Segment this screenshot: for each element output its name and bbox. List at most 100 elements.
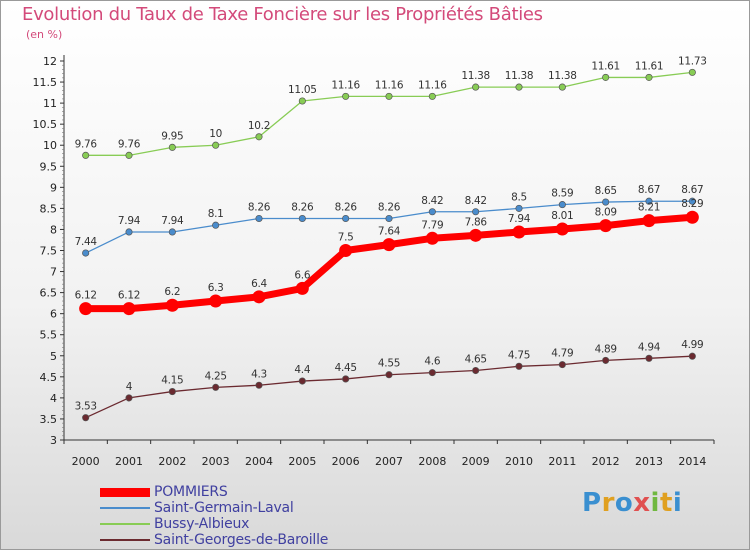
legend-item: Saint-Germain-Laval [100,500,328,516]
y-tick-label: 11 [43,97,57,110]
data-point [602,356,610,364]
data-label: 7.64 [378,226,401,238]
data-label: 4.4 [294,364,310,376]
data-point [645,73,653,81]
data-label: 11.16 [418,79,447,91]
data-label: 10.2 [248,120,270,132]
y-tick-label: 3 [50,434,57,447]
data-point [125,228,133,236]
data-label: 8.09 [595,207,617,219]
data-label: 11.05 [288,84,317,96]
data-point [428,92,436,100]
data-label: 8.5 [511,191,527,203]
data-label: 9.76 [75,138,98,150]
data-point [599,219,613,233]
y-tick-label: 3.5 [40,413,58,426]
legend-label: Saint-Georges-de-Baroille [154,532,329,548]
legend-swatch [100,487,150,497]
x-tick-label: 2006 [332,455,360,468]
data-label: 8.59 [551,188,573,200]
legend-item: Saint-Georges-de-Baroille [100,532,328,548]
data-point [168,143,176,151]
data-point [515,204,523,212]
data-label: 6.6 [294,269,310,281]
data-point [82,414,90,422]
data-label: 4.99 [681,339,703,351]
legend-label: Bussy-Albieux [154,516,250,532]
data-label: 8.21 [638,202,660,214]
y-tick-label: 10 [43,139,57,152]
y-tick-label: 6 [50,308,57,321]
chart-legend: POMMIERS Saint-Germain-Laval Bussy-Albieux… [100,484,328,548]
data-point [342,92,350,100]
x-tick-label: 2001 [115,455,143,468]
data-label: 7.44 [75,236,98,248]
data-label: 7.94 [118,215,141,227]
data-point [298,214,306,223]
y-tick-label: 7.5 [40,245,58,258]
data-label: 3.53 [75,401,97,413]
y-tick-label: 10.5 [33,118,58,131]
data-point [122,302,136,316]
data-label: 7.5 [338,232,354,244]
x-tick-label: 2011 [548,455,576,468]
data-point [125,394,133,402]
data-point [82,249,90,257]
x-tick-label: 2005 [288,455,316,468]
data-label: 11.16 [375,79,404,91]
data-point [212,221,220,229]
x-tick-label: 2004 [245,455,273,468]
data-label: 7.94 [161,215,184,227]
y-tick-label: 5.5 [40,329,58,342]
data-label: 4.75 [508,349,530,361]
data-label: 8.01 [551,210,573,222]
data-label: 4.45 [335,362,357,374]
proxiti-logo: Proxiti [582,488,683,518]
y-tick-label: 12 [43,55,57,68]
data-point [82,151,90,159]
data-point [469,228,483,242]
data-label: 8.65 [595,185,617,197]
data-label: 11.38 [505,70,534,82]
data-label: 8.42 [465,195,487,207]
x-tick-label: 2008 [418,455,446,468]
data-point [385,92,393,100]
data-label: 4.79 [551,348,573,360]
x-tick-label: 2014 [678,455,706,468]
data-label: 11.38 [461,70,490,82]
data-point [252,290,266,304]
data-label: 6.4 [251,278,267,290]
legend-swatch [100,539,150,541]
y-tick-label: 7 [50,266,57,279]
legend-swatch [100,523,150,525]
data-point [472,83,480,91]
data-point [512,225,526,239]
data-point [298,377,306,385]
data-point [125,151,133,159]
y-tick-label: 11.5 [33,76,58,89]
data-label: 4.65 [465,354,487,366]
x-tick-label: 2013 [635,455,663,468]
x-tick-label: 2012 [592,455,620,468]
data-point [645,197,653,205]
data-label: 4.55 [378,358,400,370]
data-label: 4.25 [205,370,227,382]
x-tick-label: 2010 [505,455,533,468]
data-label: 9.95 [161,130,183,142]
x-tick-label: 2007 [375,455,403,468]
legend-label: Saint-Germain-Laval [154,500,294,516]
chart-title: Evolution du Taux de Taxe Foncière sur l… [22,4,543,25]
data-point [558,83,566,91]
data-label: 6.12 [75,290,97,302]
data-label: 11.61 [591,60,620,72]
data-point [558,201,566,209]
x-tick-label: 2003 [202,455,230,468]
data-label: 8.1 [208,208,224,220]
data-point [168,388,176,396]
x-tick-label: 2000 [72,455,100,468]
y-tick-label: 4.5 [40,371,58,384]
data-point [255,381,263,389]
chart-unit: (en %) [26,28,63,41]
x-tick-label: 2009 [462,455,490,468]
